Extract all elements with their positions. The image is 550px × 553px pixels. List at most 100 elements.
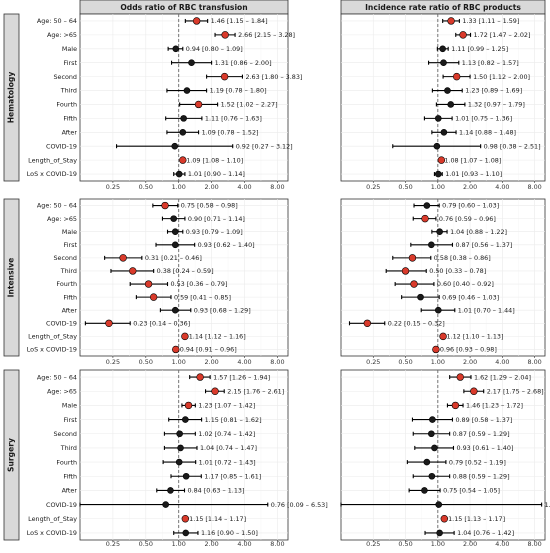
point-estimate bbox=[470, 387, 478, 395]
point-estimate bbox=[437, 156, 446, 164]
estimate-label: 1.23 [0.89 – 1.69] bbox=[465, 87, 522, 95]
estimate-label: 0.92 [0.27 – 3.12] bbox=[236, 142, 293, 150]
point-estimate bbox=[175, 458, 183, 466]
point-estimate bbox=[423, 202, 431, 209]
estimate-label: 1.72 [1.47 – 2.02] bbox=[474, 31, 531, 39]
row-title: Hematology bbox=[7, 72, 16, 124]
estimate-label: 1.14 [0.88 – 1.48] bbox=[459, 128, 516, 136]
point-estimate bbox=[428, 430, 435, 438]
estimate-label: 1.01 [0.70 – 1.44] bbox=[458, 306, 515, 314]
variable-label: LoS x COVID-19 bbox=[27, 529, 77, 537]
estimate-label: 1.57 [1.26 – 1.94] bbox=[213, 373, 270, 381]
point-estimate bbox=[181, 332, 189, 341]
point-estimate bbox=[161, 201, 169, 210]
estimate-label: 0.79 [0.60 – 1.03] bbox=[442, 202, 499, 210]
variable-label: Fifth bbox=[63, 115, 77, 123]
estimate-label: 0.93 [0.68 – 1.29] bbox=[194, 306, 251, 314]
estimate-label: 1.13 [0.82 – 1.57] bbox=[462, 59, 519, 67]
x-tick-label: 4.00 bbox=[237, 183, 251, 191]
variable-label: First bbox=[64, 241, 78, 249]
estimate-label: 1.52 [1.02 – 2.27] bbox=[221, 101, 278, 109]
variable-label: Fourth bbox=[56, 101, 77, 109]
point-estimate bbox=[129, 267, 137, 275]
estimate-label: 0.53 [0.36 – 0.79] bbox=[171, 280, 228, 288]
x-tick-label: 2.00 bbox=[463, 358, 477, 366]
estimate-label: 0.98 [0.38 – 2.51] bbox=[484, 142, 541, 150]
x-tick-label: 0.25 bbox=[106, 358, 120, 366]
estimate-label: 1.17 [0.85 – 1.61] bbox=[204, 472, 261, 480]
point-estimate bbox=[434, 115, 442, 122]
variable-label: Second bbox=[53, 430, 77, 438]
panel-background bbox=[79, 198, 289, 357]
x-tick-label: 0.50 bbox=[139, 540, 153, 548]
x-tick-label: 8.00 bbox=[527, 540, 541, 548]
point-estimate bbox=[105, 319, 113, 327]
x-tick-label: 2.00 bbox=[204, 540, 218, 548]
point-estimate bbox=[401, 267, 410, 275]
estimate-label: 1.46 [1.15 – 1.84] bbox=[211, 17, 268, 25]
column-title: Odds ratio of RBC transfusion bbox=[120, 3, 247, 12]
point-estimate bbox=[171, 142, 179, 150]
point-estimate bbox=[421, 487, 428, 494]
point-estimate bbox=[171, 306, 179, 314]
estimate-label: 0.88 [0.59 – 1.29] bbox=[453, 472, 510, 480]
row-strip bbox=[3, 369, 20, 541]
point-estimate bbox=[167, 487, 174, 494]
x-tick-label: 8.00 bbox=[270, 358, 284, 366]
estimate-label: 0.93 [0.62 – 1.40] bbox=[198, 241, 255, 249]
estimate-label: 1.62 [1.29 – 2.04] bbox=[474, 373, 531, 381]
point-estimate bbox=[177, 444, 184, 452]
point-estimate bbox=[440, 59, 447, 67]
point-estimate bbox=[447, 17, 455, 25]
estimate-label: 1.11 [0.99 – 1.25] bbox=[451, 45, 508, 53]
estimate-label: 0.93 [0.79 – 1.09] bbox=[186, 228, 243, 236]
estimate-label: 0.23 [0.14 – 0.36] bbox=[133, 319, 190, 327]
estimate-label: 1.04 [0.76 – 1.42] bbox=[457, 529, 514, 537]
x-tick-label: 1.00 bbox=[172, 183, 186, 191]
estimate-label: 0.79 [0.52 – 1.19] bbox=[449, 458, 506, 466]
point-estimate bbox=[221, 31, 229, 39]
estimate-label: 1.16 [0.90 – 1.50] bbox=[201, 529, 258, 537]
estimate-label: 1.08 [1.07 – 1.08] bbox=[444, 156, 501, 164]
variable-label: Fifth bbox=[63, 293, 77, 301]
variable-label: Length_of_Stay bbox=[28, 156, 77, 164]
variable-label: Length_of_Stay bbox=[28, 333, 77, 341]
point-estimate bbox=[410, 280, 418, 288]
x-tick-label: 0.50 bbox=[139, 358, 153, 366]
point-estimate bbox=[196, 373, 204, 381]
x-tick-label: 0.50 bbox=[398, 540, 412, 548]
point-estimate bbox=[179, 128, 187, 136]
point-estimate bbox=[433, 142, 441, 150]
point-estimate bbox=[434, 306, 442, 314]
estimate-label: 1.09 [1.08 – 1.10] bbox=[186, 156, 243, 164]
estimate-label: 2.15 [1.76 – 2.61] bbox=[227, 387, 284, 395]
variable-label: Third bbox=[60, 267, 77, 275]
point-estimate bbox=[170, 215, 178, 222]
point-estimate bbox=[440, 128, 448, 136]
estimate-label: 0.90 [0.71 – 1.14] bbox=[188, 215, 245, 223]
point-estimate bbox=[423, 458, 431, 466]
point-estimate bbox=[184, 401, 193, 410]
point-estimate bbox=[220, 72, 229, 81]
row-strip bbox=[3, 13, 20, 182]
variable-label: LoS x COVID-19 bbox=[27, 346, 77, 354]
point-estimate bbox=[183, 87, 191, 94]
column-title: Incidence rate ratio of RBC products bbox=[365, 3, 521, 12]
point-estimate bbox=[181, 515, 190, 523]
estimate-label: 0.50 [0.33 – 0.78] bbox=[429, 267, 486, 275]
estimate-label: 1.15 [1.13 – 1.17] bbox=[448, 515, 505, 523]
x-tick-label: 0.25 bbox=[366, 183, 380, 191]
point-estimate bbox=[192, 17, 201, 25]
x-tick-label: 0.25 bbox=[366, 540, 380, 548]
estimate-label: 0.22 [0.15 – 0.32] bbox=[388, 319, 445, 327]
panel-background bbox=[340, 198, 546, 357]
variable-label: Age: >65 bbox=[47, 387, 77, 395]
estimate-label: 0.75 [0.54 – 1.05] bbox=[443, 487, 500, 495]
x-tick-label: 4.00 bbox=[237, 540, 251, 548]
estimate-label: 1.19 [0.78 – 1.80] bbox=[210, 87, 267, 95]
estimate-label: 1.33 [1.11 – 1.59] bbox=[462, 17, 519, 25]
point-estimate bbox=[456, 373, 464, 381]
x-tick-label: 0.25 bbox=[106, 183, 120, 191]
estimate-label: 1.01 [0.72 – 1.43] bbox=[199, 458, 256, 466]
x-tick-label: 8.00 bbox=[270, 183, 284, 191]
